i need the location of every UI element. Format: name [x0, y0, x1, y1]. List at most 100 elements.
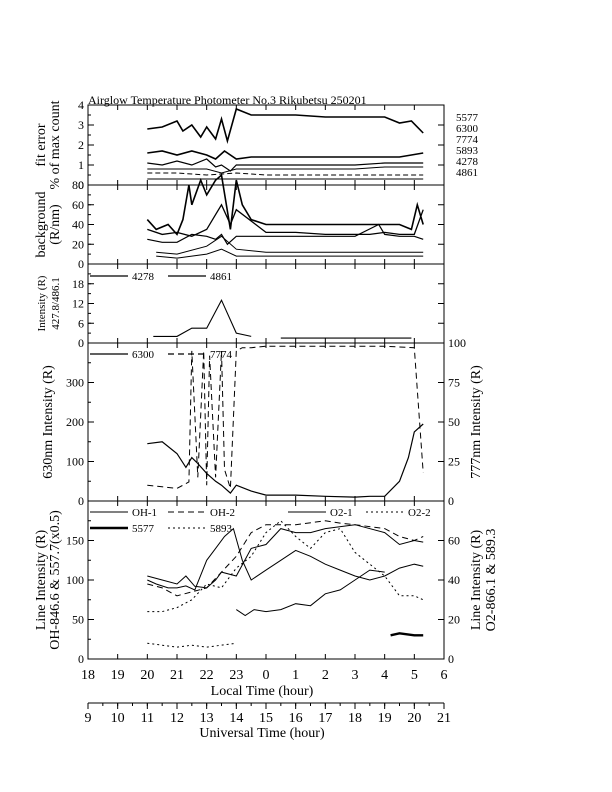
series-line-s1: [147, 203, 424, 237]
series-line-OH-2: [147, 520, 424, 597]
y-axis-title: background: [34, 191, 49, 257]
local-time-tick-label: 18: [81, 668, 95, 683]
panel-fit-error: 0 1 2 3 4 fit error% of max count 557763007774…: [34, 98, 479, 192]
y-right-tick-label: 100: [448, 336, 466, 350]
panel-frame: [87, 342, 445, 502]
local-time-tick-label: 22: [200, 668, 214, 683]
y-tick-label: 0: [78, 257, 84, 271]
series-line-s0: [146, 173, 424, 236]
y-right-tick-label: 40: [448, 573, 460, 587]
local-time-tick-label: 5: [411, 668, 418, 683]
series-label-right: 7774: [456, 134, 479, 146]
local-time-tick-label: 6: [441, 668, 448, 683]
y-right-tick-label: 0: [448, 494, 454, 508]
local-time-tick-label: 4: [381, 668, 388, 683]
y-tick-label: 80: [72, 178, 84, 192]
local-time-tick-label: 2: [322, 668, 329, 683]
y-tick-label: 4: [78, 98, 84, 112]
series-line-4278: [153, 298, 252, 337]
legend-label: OH-1: [132, 507, 157, 519]
y-tick-label: 0: [78, 178, 84, 192]
y-axis-title: (R/nm): [48, 204, 63, 245]
y-tick-label: 18: [72, 277, 84, 291]
y-tick-label: 100: [66, 455, 84, 469]
universal-time-tick-label: 14: [229, 711, 243, 726]
y-axis-title: 427.8/486.1: [50, 277, 62, 330]
series-line-5577: [147, 520, 424, 613]
panel-intensity-6300-7774: 0 100 200 300 0 25 50 75 100 630nm Intensity (R) 7…: [41, 336, 484, 508]
universal-time-tick-label: 19: [378, 711, 392, 726]
universal-time-tick-label: 13: [200, 711, 214, 726]
series-line-O2-2: [147, 642, 237, 648]
y-axis-title: Intensity (R): [36, 275, 48, 331]
universal-time-tick-label: 16: [289, 711, 303, 726]
legend-label: OH-2: [210, 507, 235, 519]
legend-label: O2-1: [330, 507, 353, 519]
y-axis-title: % of max count: [48, 100, 63, 189]
y-axis-title: 630nm Intensity (R): [41, 365, 56, 479]
y-tick-label: 12: [72, 297, 84, 311]
series-line-4278: [147, 172, 424, 176]
universal-time-tick-label: 17: [318, 711, 332, 726]
series-line-7774: [147, 345, 424, 489]
legend-label: 4861: [210, 271, 232, 283]
universal-time-tick-label: 21: [437, 711, 451, 726]
y-axis-title: Line Intensity (R): [34, 530, 49, 631]
series-label-right: 5577: [456, 112, 479, 124]
panel-intensity-4278-4861: 0 6 12 18 Intensity (R) 427.8/486.1 4278 4861: [36, 263, 445, 350]
y-tick-label: 200: [66, 415, 84, 429]
figure-title: Airglow Temperature Photometer No.3 Riku…: [88, 93, 367, 107]
y-tick-label: 3: [78, 118, 84, 132]
y-axis-title: fit error: [34, 123, 49, 166]
y-tick-label: 0: [78, 494, 84, 508]
y-right-tick-label: 20: [448, 613, 460, 627]
series-line-5893: [147, 527, 424, 591]
series-line-O2-2b: [390, 632, 424, 637]
series-line-s3: [156, 235, 424, 255]
local-time-axis: 18 19 20 21 22 23 0 1 2 3 4 5 6: [81, 668, 448, 683]
series-line-7774: [147, 158, 424, 172]
y-right-tick-label: 75: [448, 376, 460, 390]
series-line-6300: [147, 423, 424, 498]
series-line-s4: [156, 248, 424, 259]
y-tick-label: 150: [66, 534, 84, 548]
series-line-5893: [147, 166, 424, 174]
local-time-tick-label: 21: [170, 668, 184, 683]
local-time-tick-label: 19: [111, 668, 125, 683]
legend-label: 5893: [210, 523, 233, 535]
y-right-tick-label: 0: [448, 652, 454, 666]
y-tick-label: 40: [72, 218, 84, 232]
legend-label: 5577: [132, 523, 155, 535]
series-line-5577: [147, 107, 424, 145]
y-tick-label: 0: [78, 336, 84, 350]
y-right-tick-label: 50: [448, 415, 460, 429]
series-label-right: 6300: [456, 123, 479, 135]
local-time-tick-label: 20: [140, 668, 154, 683]
universal-time-axis: 9 10 11 12 13 14 15 16 17 18 19 20 21: [85, 702, 451, 726]
y-right-axis-title: 777nm Intensity (R): [469, 365, 484, 479]
y-tick-label: 20: [72, 237, 84, 251]
legend-label: 4278: [132, 271, 155, 283]
universal-time-tick-label: 15: [259, 711, 273, 726]
panel-background: 0 20 40 60 80 background (R/nm): [34, 173, 445, 271]
local-time-tick-label: 23: [229, 668, 243, 683]
y-axis-title: OH-846.6 & 557.7(x0.5): [48, 510, 63, 650]
series-label-right: 5893: [456, 145, 479, 157]
universal-time-axis-label: Universal Time (hour): [199, 726, 325, 741]
y-tick-label: 300: [66, 376, 84, 390]
y-tick-label: 60: [72, 198, 84, 212]
series-line-O2-1: [236, 569, 385, 617]
universal-time-tick-label: 9: [85, 711, 92, 726]
legend-label: O2-2: [408, 507, 431, 519]
y-tick-label: 0: [78, 652, 84, 666]
panel-frame: [87, 104, 445, 186]
y-tick-label: 6: [78, 316, 84, 330]
universal-time-tick-label: 18: [348, 711, 362, 726]
universal-time-tick-label: 10: [111, 711, 125, 726]
local-time-axis-label: Local Time (hour): [211, 684, 314, 699]
series-label-right: 4861: [456, 167, 478, 179]
series-label-right: 4278: [456, 156, 479, 168]
